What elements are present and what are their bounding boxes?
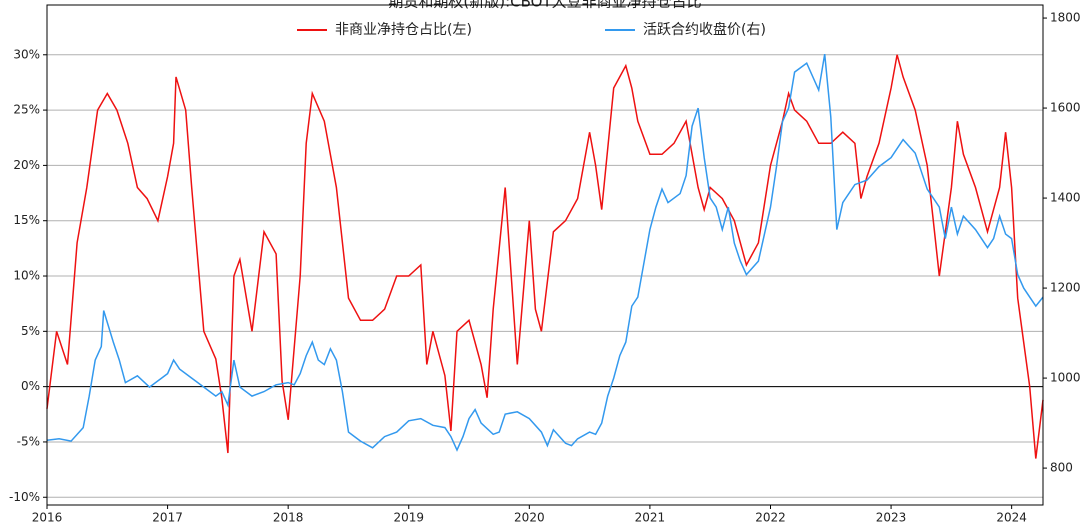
legend-label: 非商业净持仓占比(左): [335, 22, 472, 38]
y2-tick-label: 800: [1050, 461, 1073, 475]
legend-label: 活跃合约收盘价(右): [643, 21, 766, 38]
x-tick-label: 2021: [635, 511, 666, 525]
y-tick-label: 20%: [13, 158, 40, 172]
y-tick-label: 5%: [21, 324, 40, 338]
y2-tick-label: 1600: [1050, 101, 1081, 115]
series-line: [46, 54, 1044, 459]
y-tick-label: 30%: [13, 47, 40, 61]
x-tick-label: 2017: [152, 511, 183, 525]
y-tick-label: -10%: [9, 490, 40, 504]
x-tick-label: 2024: [996, 511, 1027, 525]
plot-frame: [46, 4, 1044, 506]
y2-tick-label: 1800: [1050, 11, 1081, 25]
y2-tick-label: 1000: [1050, 371, 1081, 385]
y2-tick-label: 1400: [1050, 191, 1081, 205]
x-tick-label: 2016: [32, 511, 63, 525]
x-tick-label: 2020: [514, 511, 545, 525]
y2-tick-label: 1200: [1050, 281, 1081, 295]
series-line: [46, 53, 1044, 452]
y-tick-label: 0%: [21, 379, 40, 393]
y-tick-label: 10%: [13, 269, 40, 283]
y-tick-label: -5%: [17, 434, 40, 448]
x-tick-label: 2018: [273, 511, 304, 525]
x-tick-label: 2019: [393, 511, 424, 525]
x-tick-label: 2022: [755, 511, 786, 525]
y-tick-label: 15%: [13, 213, 40, 227]
y-tick-label: 25%: [13, 103, 40, 117]
x-tick-label: 2023: [876, 511, 907, 525]
